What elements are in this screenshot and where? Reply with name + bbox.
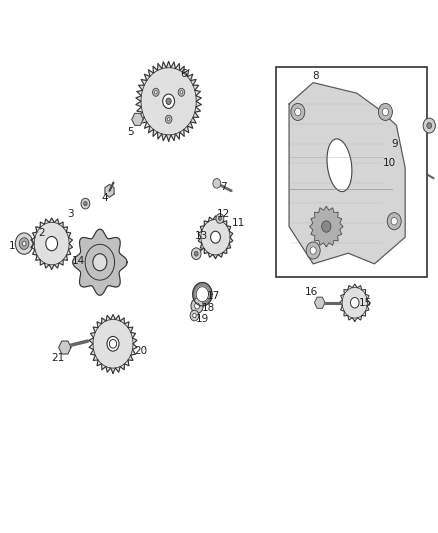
Text: 21: 21 — [51, 353, 64, 363]
Polygon shape — [89, 314, 137, 373]
Circle shape — [84, 201, 87, 206]
Text: 3: 3 — [67, 209, 74, 219]
Polygon shape — [314, 297, 325, 308]
Circle shape — [190, 310, 199, 321]
Circle shape — [387, 213, 401, 230]
Polygon shape — [31, 218, 73, 269]
Text: 17: 17 — [207, 291, 220, 301]
Circle shape — [427, 123, 432, 128]
Circle shape — [167, 118, 170, 121]
Circle shape — [382, 108, 389, 116]
Circle shape — [110, 340, 117, 348]
Polygon shape — [196, 287, 208, 302]
Text: 15: 15 — [359, 298, 372, 308]
Polygon shape — [136, 61, 201, 141]
Text: 11: 11 — [232, 218, 245, 228]
Text: 8: 8 — [312, 71, 319, 80]
Circle shape — [152, 88, 159, 96]
Circle shape — [19, 238, 29, 249]
Polygon shape — [198, 216, 233, 259]
Ellipse shape — [327, 139, 352, 191]
Circle shape — [178, 88, 185, 96]
Text: 18: 18 — [201, 303, 215, 313]
Text: 10: 10 — [383, 158, 396, 167]
Circle shape — [378, 103, 392, 120]
Circle shape — [93, 254, 107, 271]
Polygon shape — [105, 184, 114, 197]
Circle shape — [321, 221, 331, 232]
Circle shape — [191, 248, 201, 260]
Text: 12: 12 — [217, 209, 230, 219]
Polygon shape — [59, 341, 71, 354]
Circle shape — [166, 98, 171, 104]
Text: 13: 13 — [195, 231, 208, 240]
Text: 2: 2 — [38, 229, 45, 238]
Circle shape — [162, 94, 174, 109]
Circle shape — [193, 313, 196, 318]
Text: 5: 5 — [127, 127, 134, 137]
Circle shape — [46, 237, 57, 251]
Circle shape — [191, 298, 203, 313]
Circle shape — [310, 247, 316, 254]
Circle shape — [211, 231, 220, 243]
Circle shape — [194, 303, 200, 309]
Circle shape — [216, 214, 224, 223]
Circle shape — [107, 336, 119, 351]
Polygon shape — [289, 83, 405, 264]
Polygon shape — [193, 282, 212, 306]
Circle shape — [423, 118, 435, 133]
Polygon shape — [339, 284, 370, 321]
Text: 1: 1 — [9, 241, 16, 251]
Text: 4: 4 — [102, 193, 109, 203]
Circle shape — [295, 108, 301, 116]
Text: 7: 7 — [220, 182, 227, 191]
Text: 9: 9 — [391, 139, 398, 149]
Text: 16: 16 — [305, 287, 318, 297]
Circle shape — [166, 115, 172, 123]
Circle shape — [350, 297, 359, 308]
Circle shape — [194, 252, 198, 256]
Polygon shape — [73, 229, 127, 295]
Text: 19: 19 — [196, 314, 209, 324]
Polygon shape — [310, 206, 343, 247]
Text: 14: 14 — [71, 256, 85, 266]
Circle shape — [15, 233, 33, 254]
Circle shape — [306, 242, 320, 259]
Text: 20: 20 — [134, 346, 148, 356]
Circle shape — [419, 167, 427, 177]
Circle shape — [165, 96, 173, 106]
Text: 6: 6 — [180, 69, 187, 78]
Circle shape — [218, 216, 222, 221]
Polygon shape — [132, 114, 143, 125]
Circle shape — [291, 103, 305, 120]
Circle shape — [22, 241, 26, 246]
Circle shape — [180, 91, 183, 94]
Bar — [276, 67, 427, 277]
Circle shape — [213, 179, 221, 188]
Circle shape — [81, 198, 90, 209]
Circle shape — [155, 91, 157, 94]
Circle shape — [391, 217, 397, 225]
